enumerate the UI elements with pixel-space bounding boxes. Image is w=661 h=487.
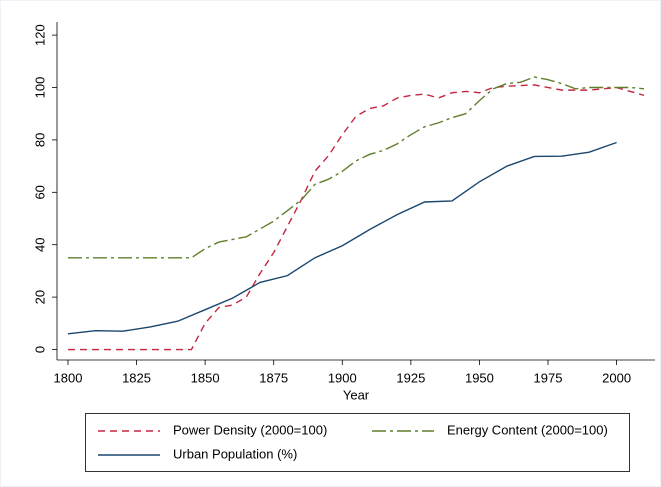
legend-label: Urban Population (%) [173,446,297,461]
y-tick-label: 120 [32,24,47,46]
x-tick-label: 1875 [259,370,288,385]
data-line [67,76,645,259]
x-tick-label: 1950 [465,370,494,385]
data-line [67,84,645,351]
x-axis-label: Year [343,387,370,402]
y-tick-label: 0 [32,346,47,353]
x-tick-label: 1900 [328,370,357,385]
x-tick-label: 1925 [396,370,425,385]
y-tick-label: 20 [32,290,47,304]
x-tick-label: 1975 [534,370,563,385]
y-tick-label: 60 [32,185,47,199]
x-tick-label: 2000 [602,370,631,385]
x-tick-label: 1825 [122,370,151,385]
legend-label: Energy Content (2000=100) [447,422,608,437]
x-tick-label: 1800 [54,370,83,385]
y-tick-label: 80 [32,133,47,147]
legend-label: Power Density (2000=100) [173,422,327,437]
x-tick-label: 1850 [191,370,220,385]
y-tick-label: 40 [32,237,47,251]
legend-box [85,413,630,472]
data-line [67,141,617,335]
y-tick-label: 100 [32,77,47,99]
